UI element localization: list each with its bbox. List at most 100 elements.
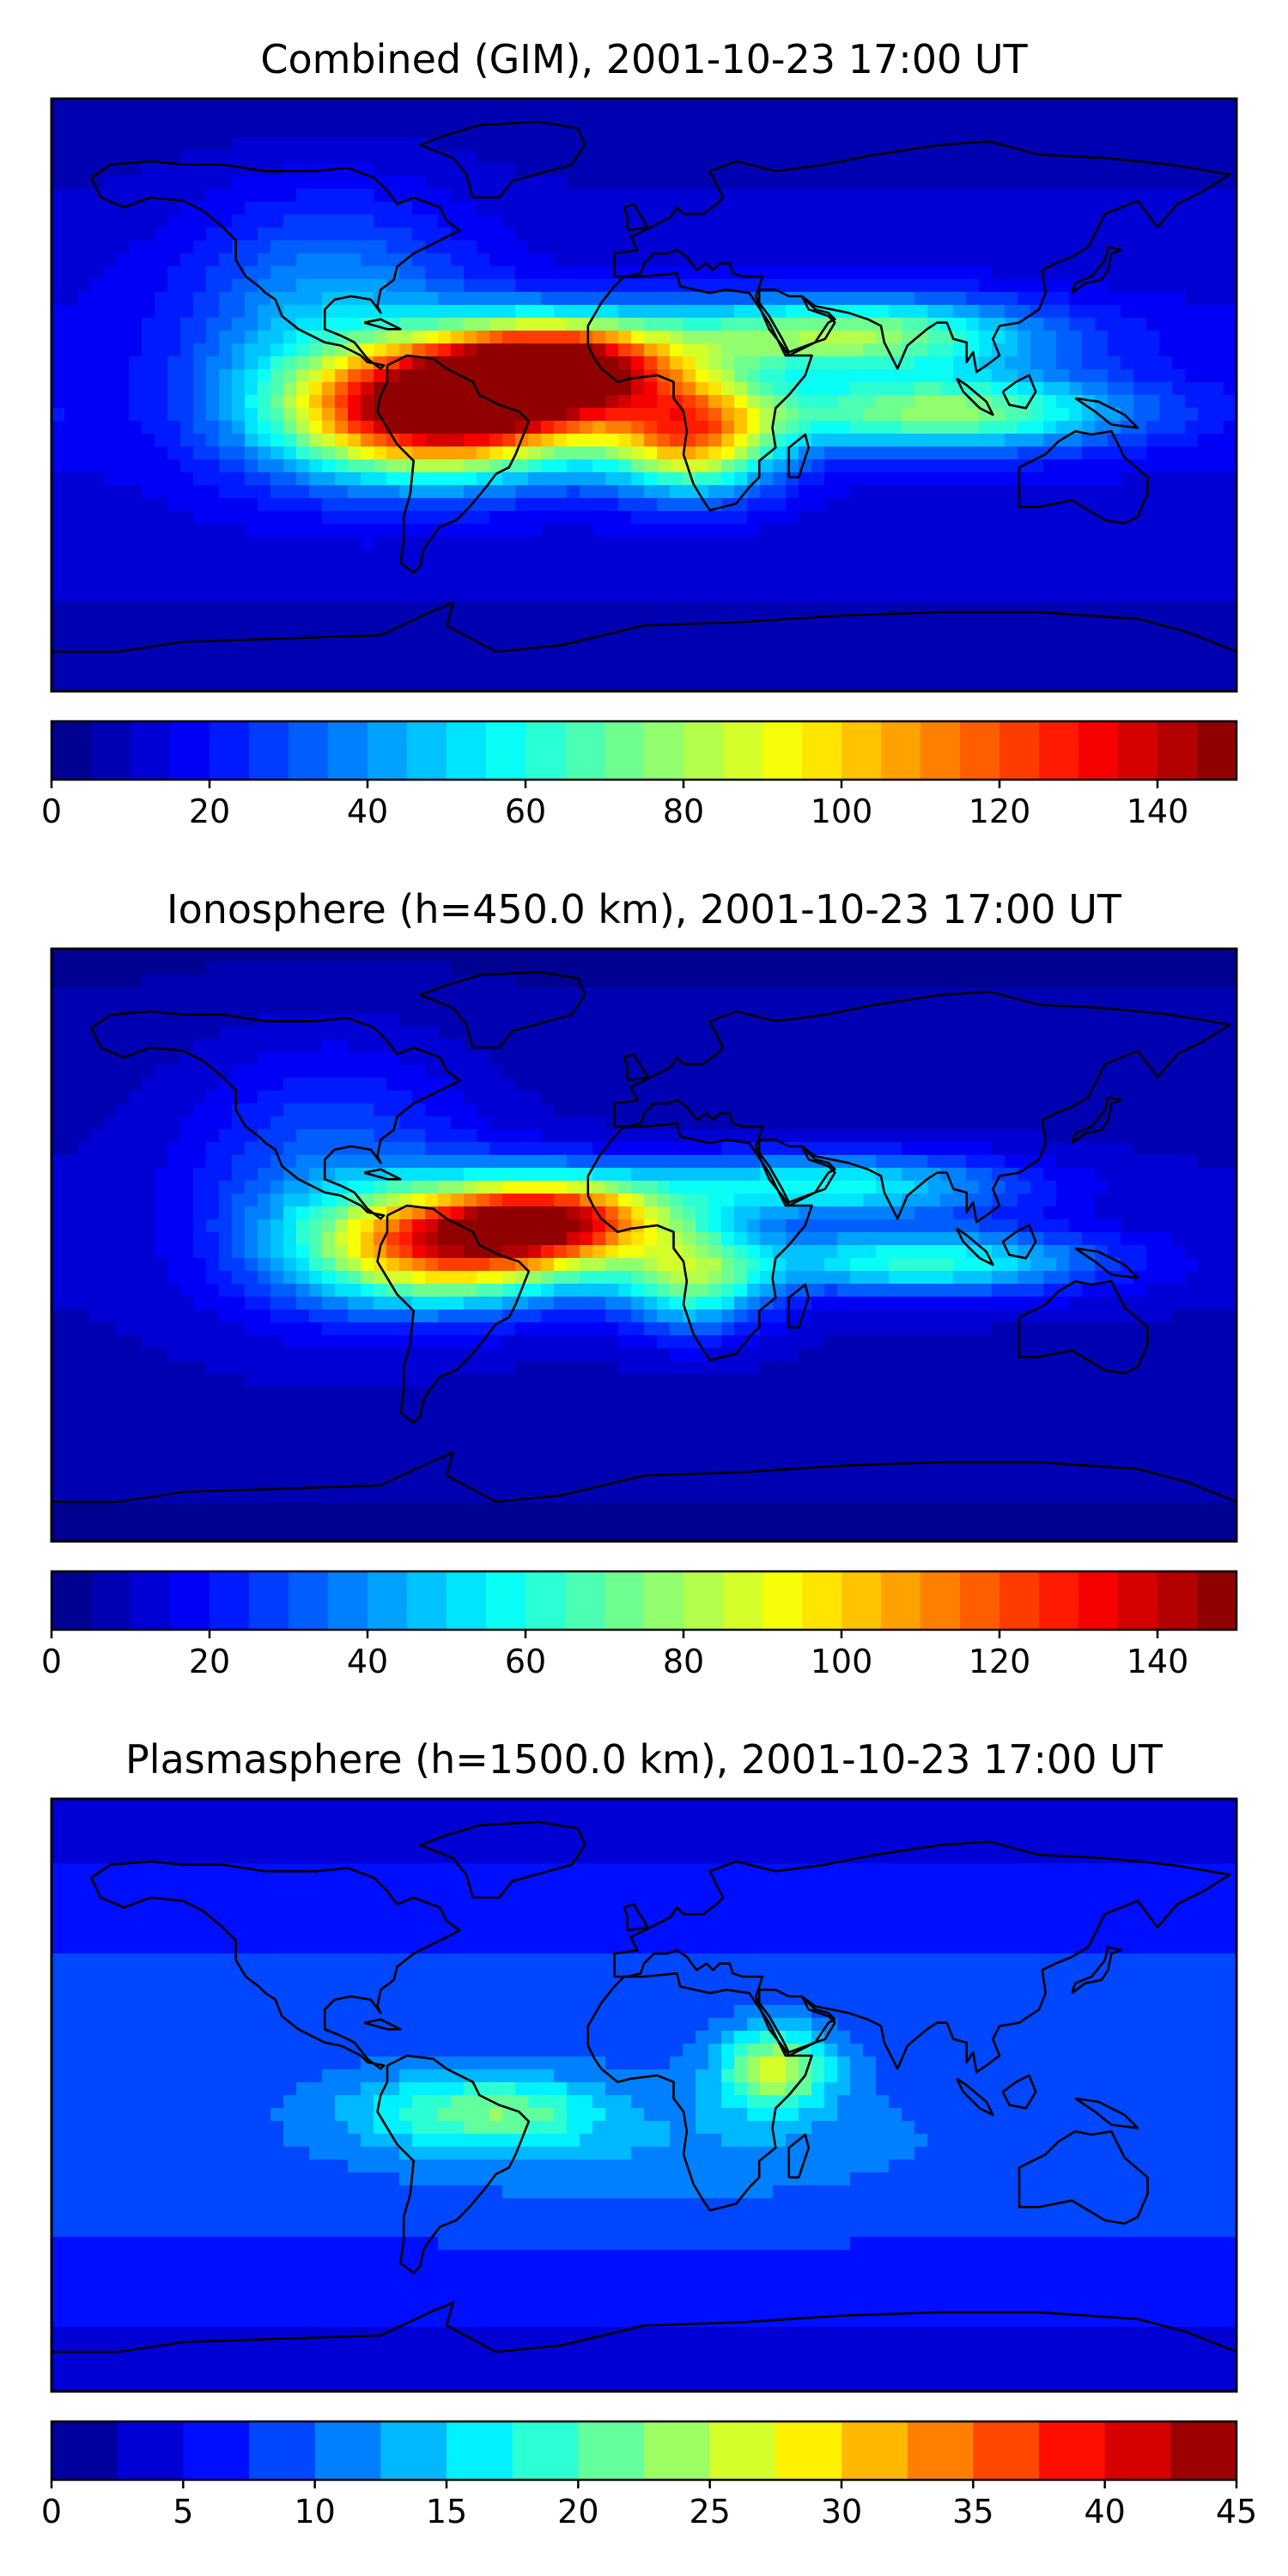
field-cell bbox=[850, 665, 864, 679]
field-cell bbox=[322, 382, 336, 396]
field-cell bbox=[129, 949, 143, 963]
field-cell bbox=[1198, 614, 1212, 628]
field-cell bbox=[232, 356, 246, 370]
field-cell bbox=[863, 331, 877, 344]
field-cell bbox=[374, 537, 387, 550]
field-cell bbox=[541, 356, 555, 370]
field-cell bbox=[1159, 240, 1173, 254]
field-cell bbox=[322, 240, 336, 254]
field-cell bbox=[180, 975, 194, 988]
field-cell bbox=[683, 511, 696, 525]
field-cell bbox=[657, 550, 671, 563]
field-cell bbox=[64, 163, 78, 177]
field-cell bbox=[464, 601, 477, 615]
field-cell bbox=[206, 962, 220, 975]
field-cell bbox=[502, 588, 516, 602]
field-cell bbox=[103, 137, 117, 151]
field-cell bbox=[1108, 1013, 1121, 1027]
field-cell bbox=[1172, 678, 1186, 691]
field-cell bbox=[386, 240, 400, 254]
field-cell bbox=[489, 550, 503, 563]
field-cell bbox=[708, 240, 722, 254]
field-cell bbox=[541, 343, 555, 357]
field-cell bbox=[52, 653, 65, 666]
field-cell bbox=[927, 356, 941, 370]
field-cell bbox=[1185, 202, 1199, 216]
field-cell bbox=[116, 550, 130, 563]
field-cell bbox=[477, 1000, 490, 1014]
field-cell bbox=[1018, 472, 1031, 486]
field-cell bbox=[451, 395, 465, 409]
field-cell bbox=[1005, 447, 1018, 460]
field-cell bbox=[399, 202, 413, 216]
field-cell bbox=[1146, 150, 1160, 164]
field-cell bbox=[605, 279, 619, 293]
field-cell bbox=[129, 163, 143, 177]
field-cell bbox=[180, 575, 194, 589]
field-cell bbox=[863, 421, 877, 434]
field-cell bbox=[554, 627, 568, 641]
field-cell bbox=[103, 292, 117, 306]
field-cell bbox=[592, 1039, 606, 1053]
field-cell bbox=[786, 601, 799, 615]
field-cell bbox=[116, 421, 130, 434]
field-cell bbox=[657, 99, 671, 112]
field-cell bbox=[1056, 202, 1070, 216]
field-cell bbox=[966, 215, 980, 228]
field-cell bbox=[773, 395, 787, 409]
field-cell bbox=[477, 975, 490, 988]
field-cell bbox=[322, 498, 336, 512]
field-cell bbox=[747, 588, 761, 602]
field-cell bbox=[515, 665, 529, 679]
field-cell bbox=[605, 408, 619, 422]
field-cell bbox=[180, 176, 194, 190]
field-cell bbox=[824, 447, 838, 460]
field-cell bbox=[270, 408, 284, 422]
field-cell bbox=[811, 395, 825, 409]
field-cell bbox=[1185, 1000, 1199, 1014]
field-cell bbox=[477, 678, 490, 691]
field-cell bbox=[1095, 356, 1109, 370]
field-cell bbox=[1082, 975, 1096, 988]
field-cell bbox=[889, 240, 902, 254]
field-cell bbox=[1159, 331, 1173, 344]
field-cell bbox=[464, 266, 477, 280]
field-cell bbox=[528, 640, 542, 653]
field-cell bbox=[914, 125, 928, 138]
field-cell bbox=[1030, 653, 1044, 666]
field-cell bbox=[1095, 537, 1109, 550]
field-cell bbox=[683, 343, 696, 357]
field-cell bbox=[322, 562, 336, 576]
coastline bbox=[418, 120, 586, 199]
field-cell bbox=[348, 459, 361, 473]
field-cell bbox=[940, 575, 954, 589]
field-cell bbox=[1121, 614, 1134, 628]
field-cell bbox=[876, 588, 890, 602]
field-cell bbox=[837, 975, 851, 988]
field-cell bbox=[77, 1000, 91, 1014]
field-cell bbox=[502, 627, 516, 641]
field-cell bbox=[322, 395, 336, 409]
field-cell bbox=[992, 112, 1005, 125]
field-cell bbox=[1121, 228, 1134, 241]
field-cell bbox=[528, 253, 542, 267]
field-cell bbox=[296, 640, 310, 653]
field-cell bbox=[1224, 240, 1236, 254]
field-cell bbox=[1198, 99, 1212, 112]
field-cell bbox=[1146, 382, 1160, 396]
field-cell bbox=[219, 279, 233, 293]
field-cell bbox=[618, 665, 632, 679]
field-cell bbox=[103, 408, 117, 422]
field-cell bbox=[554, 511, 568, 525]
field-cell bbox=[592, 472, 606, 486]
field-cell bbox=[567, 485, 580, 499]
field-cell bbox=[232, 202, 246, 216]
field-cell bbox=[515, 588, 529, 602]
field-cell bbox=[786, 614, 799, 628]
field-cell bbox=[773, 382, 787, 396]
field-cell bbox=[52, 202, 65, 216]
field-cell bbox=[180, 125, 194, 138]
field-cell bbox=[953, 1026, 967, 1040]
field-cell bbox=[129, 459, 143, 473]
field-cell bbox=[708, 150, 722, 164]
